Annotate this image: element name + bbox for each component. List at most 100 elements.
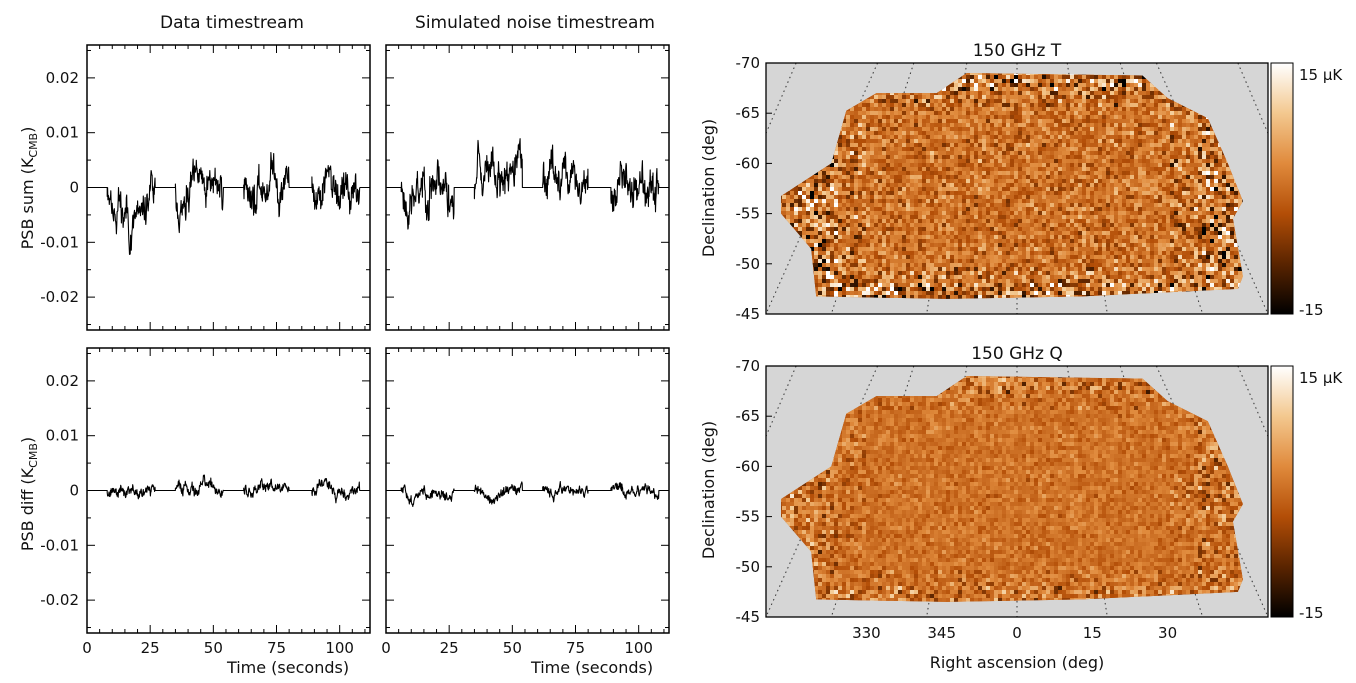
map-pixel [1194,203,1199,208]
map-pixel [1210,127,1215,132]
map-pixel [958,123,963,128]
map-pixel [1090,115,1095,120]
map-pixel [1122,95,1127,100]
map-pixel [822,195,827,200]
map-pixel [862,123,867,128]
map-pixel [1050,87,1055,92]
map-pixel [938,115,943,120]
map-pixel [1126,175,1131,180]
map-pixel [842,147,847,152]
map-pixel [1098,195,1103,200]
map-pixel [914,127,919,132]
map-pixel [918,203,923,208]
map-pixel [966,199,971,204]
map-pixel [962,115,967,120]
map-pixel [1002,167,1007,172]
map-pixel [1170,155,1175,160]
map-pixel [870,95,875,100]
map-pixel [854,135,859,140]
map-pixel [1006,83,1011,88]
map-pixel [922,115,927,120]
map-pixel [1014,199,1019,204]
map-pixel [1166,123,1171,128]
map-pixel [894,183,899,188]
map-pixel [950,95,955,100]
map-pixel [1230,191,1235,196]
map-pixel [1102,155,1107,160]
map-pixel [1066,195,1071,200]
map-pixel [1106,87,1111,92]
map-pixel [1106,107,1111,112]
map-pixel [870,199,875,204]
map-pixel [926,123,931,128]
map-pixel [882,91,887,96]
map-pixel [806,187,811,192]
map-pixel [1178,207,1183,212]
map-pixel [838,151,843,156]
map-pixel [854,143,859,148]
map-pixel [1070,107,1075,112]
map-pixel [1194,143,1199,148]
map-pixel [1150,139,1155,144]
map-pixel [806,207,811,212]
map-pixel [910,191,915,196]
map-pixel [846,195,851,200]
map-pixel [1070,83,1075,88]
map-pixel [898,111,903,116]
map-pixel [1166,135,1171,140]
map-pixel [1066,151,1071,156]
map-pixel [1098,103,1103,108]
map-pixel [1014,131,1019,136]
map-pixel [978,207,983,212]
map-pixel [1090,139,1095,144]
map-pixel [962,83,967,88]
map-pixel [954,91,959,96]
map-pixel [886,191,891,196]
map-pixel [1174,127,1179,132]
map-pixel [1150,103,1155,108]
map-pixel [1158,155,1163,160]
map-pixel [902,187,907,192]
map-pixel [1018,99,1023,104]
map-pixel [986,91,991,96]
map-pixel [898,155,903,160]
map-pixel [890,123,895,128]
map-pixel [986,135,991,140]
map-pixel [1134,139,1139,144]
map-pixel [1002,131,1007,136]
map-pixel [834,151,839,156]
map-pixel [1138,159,1143,164]
map-pixel [1106,195,1111,200]
map-pixel [1166,187,1171,192]
map-pixel [1146,119,1151,124]
map-pixel [1166,179,1171,184]
map-pixel [910,203,915,208]
map-pixel [1014,73,1019,76]
map-pixel [1042,111,1047,116]
map-pixel [870,147,875,152]
map-pixel [1022,139,1027,144]
map-pixel [878,139,883,144]
map-pixel [926,139,931,144]
map-pixel [1018,195,1023,200]
map-pixel [1062,91,1067,96]
map-pixel [966,147,971,152]
map-pixel [862,115,867,120]
map-pixel [1178,103,1183,108]
map-pixel [990,127,995,132]
map-pixel [978,183,983,188]
map-pixel [886,123,891,128]
map-pixel [1182,187,1187,192]
map-pixel [1110,123,1115,128]
map-pixel [1014,87,1019,92]
map-pixel [926,135,931,140]
map-pixel [1062,139,1067,144]
map-pixel [966,73,971,76]
map-pixel [1166,159,1171,164]
map-pixel [798,207,803,212]
map-pixel [1174,155,1179,160]
map-pixel [1138,107,1143,112]
map-pixel [1198,179,1203,184]
map-pixel [1030,163,1035,168]
map-pixel [878,187,883,192]
